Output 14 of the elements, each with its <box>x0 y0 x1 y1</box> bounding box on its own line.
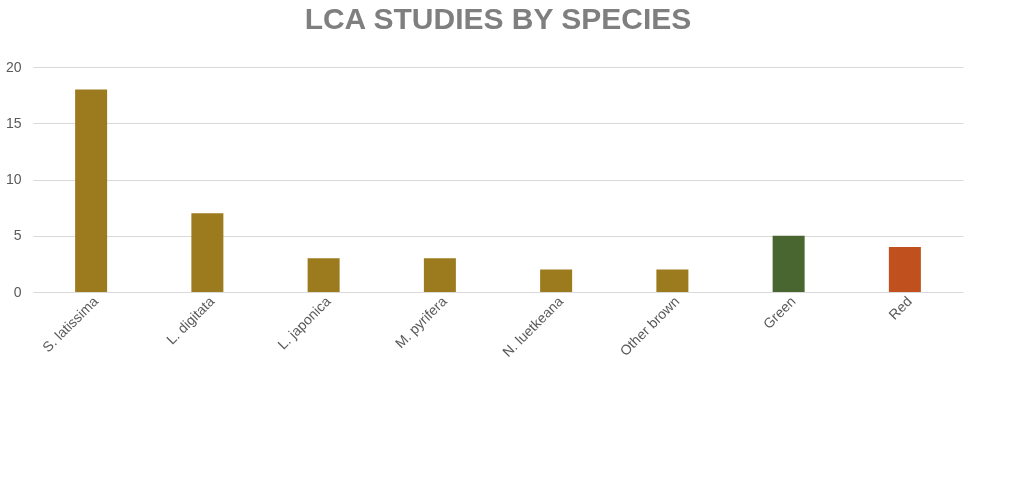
bar <box>888 247 921 292</box>
bar <box>75 89 108 292</box>
bar <box>656 269 689 292</box>
bar <box>772 235 805 292</box>
bar <box>423 258 456 292</box>
y-tick-label: 20 <box>5 58 22 75</box>
bar <box>307 258 340 292</box>
bar <box>540 269 573 292</box>
y-tick-label: 10 <box>5 171 22 187</box>
chart-title: LCA STUDIES BY SPECIES <box>304 2 692 35</box>
y-tick-label: 0 <box>13 283 22 300</box>
y-tick-label: 15 <box>5 114 22 131</box>
y-tick-label: 5 <box>13 227 22 244</box>
bar <box>191 213 224 292</box>
